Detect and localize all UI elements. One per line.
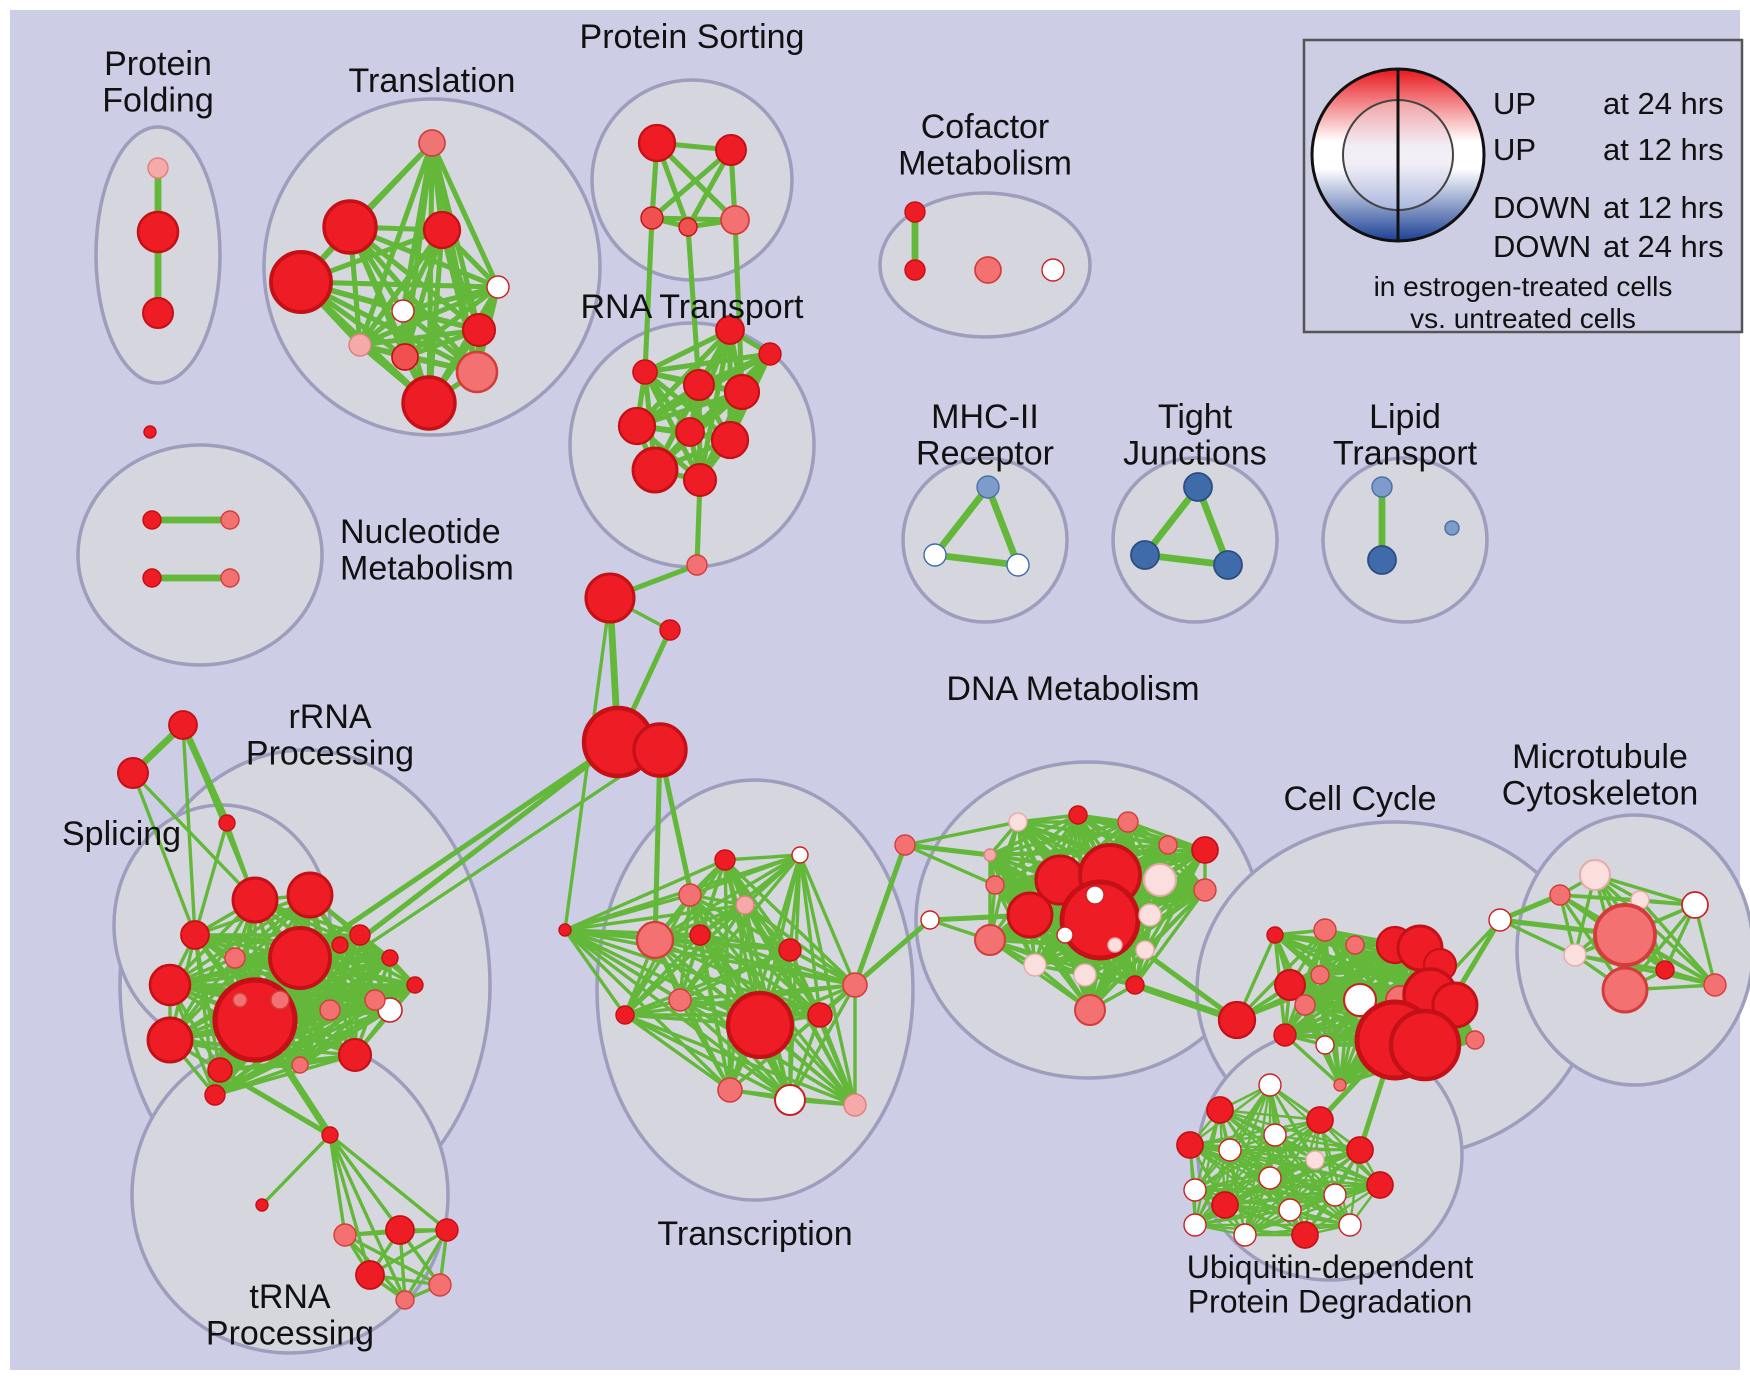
svg-text:UP: UP	[1493, 86, 1536, 121]
svg-text:at 12 hrs: at 12 hrs	[1603, 190, 1724, 225]
svg-text:DNA Metabolism: DNA Metabolism	[946, 670, 1199, 708]
svg-text:Splicing: Splicing	[62, 815, 181, 853]
svg-text:at 24 hrs: at 24 hrs	[1603, 86, 1724, 121]
svg-text:RNA Transport: RNA Transport	[581, 288, 805, 326]
svg-text:at 24 hrs: at 24 hrs	[1603, 229, 1724, 264]
svg-text:Cell Cycle: Cell Cycle	[1283, 780, 1436, 818]
svg-text:Protein Sorting: Protein Sorting	[580, 18, 805, 56]
svg-text:in estrogen-treated cells: in estrogen-treated cells	[1374, 271, 1673, 302]
svg-text:Transcription: Transcription	[657, 1215, 852, 1253]
svg-text:UP: UP	[1493, 132, 1536, 167]
svg-text:DOWN: DOWN	[1493, 229, 1591, 264]
svg-text:DOWN: DOWN	[1493, 190, 1591, 225]
svg-text:vs. untreated cells: vs. untreated cells	[1410, 303, 1636, 334]
svg-text:at 12 hrs: at 12 hrs	[1603, 132, 1724, 167]
svg-text:Translation: Translation	[349, 62, 516, 100]
